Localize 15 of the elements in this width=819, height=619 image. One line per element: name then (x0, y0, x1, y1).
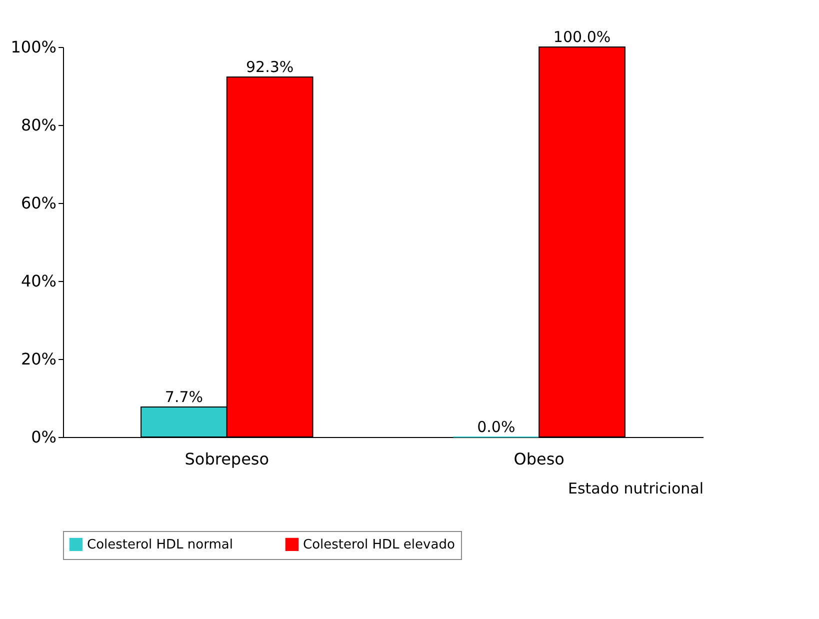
y-tick-label: 20% (20, 350, 56, 368)
y-tick-label: 40% (20, 272, 56, 290)
x-tick-label: Sobrepeso (184, 450, 270, 468)
y-tick-label: 0% (31, 428, 56, 446)
y-tick-label: 60% (20, 194, 56, 212)
data-label: 7.7% (164, 388, 204, 406)
x-tick-label: Obeso (514, 450, 564, 468)
data-label: 92.3% (246, 58, 294, 76)
data-label: 100.0% (553, 28, 611, 46)
y-tick-label: 100% (10, 38, 56, 56)
data-label: 0.0% (477, 418, 516, 436)
y-tick-label: 80% (20, 116, 56, 134)
x-axis-title: Estado nutricional (568, 480, 704, 498)
legend-label: Colesterol HDL elevado (303, 537, 455, 552)
legend-label: Colesterol HDL normal (87, 537, 233, 552)
